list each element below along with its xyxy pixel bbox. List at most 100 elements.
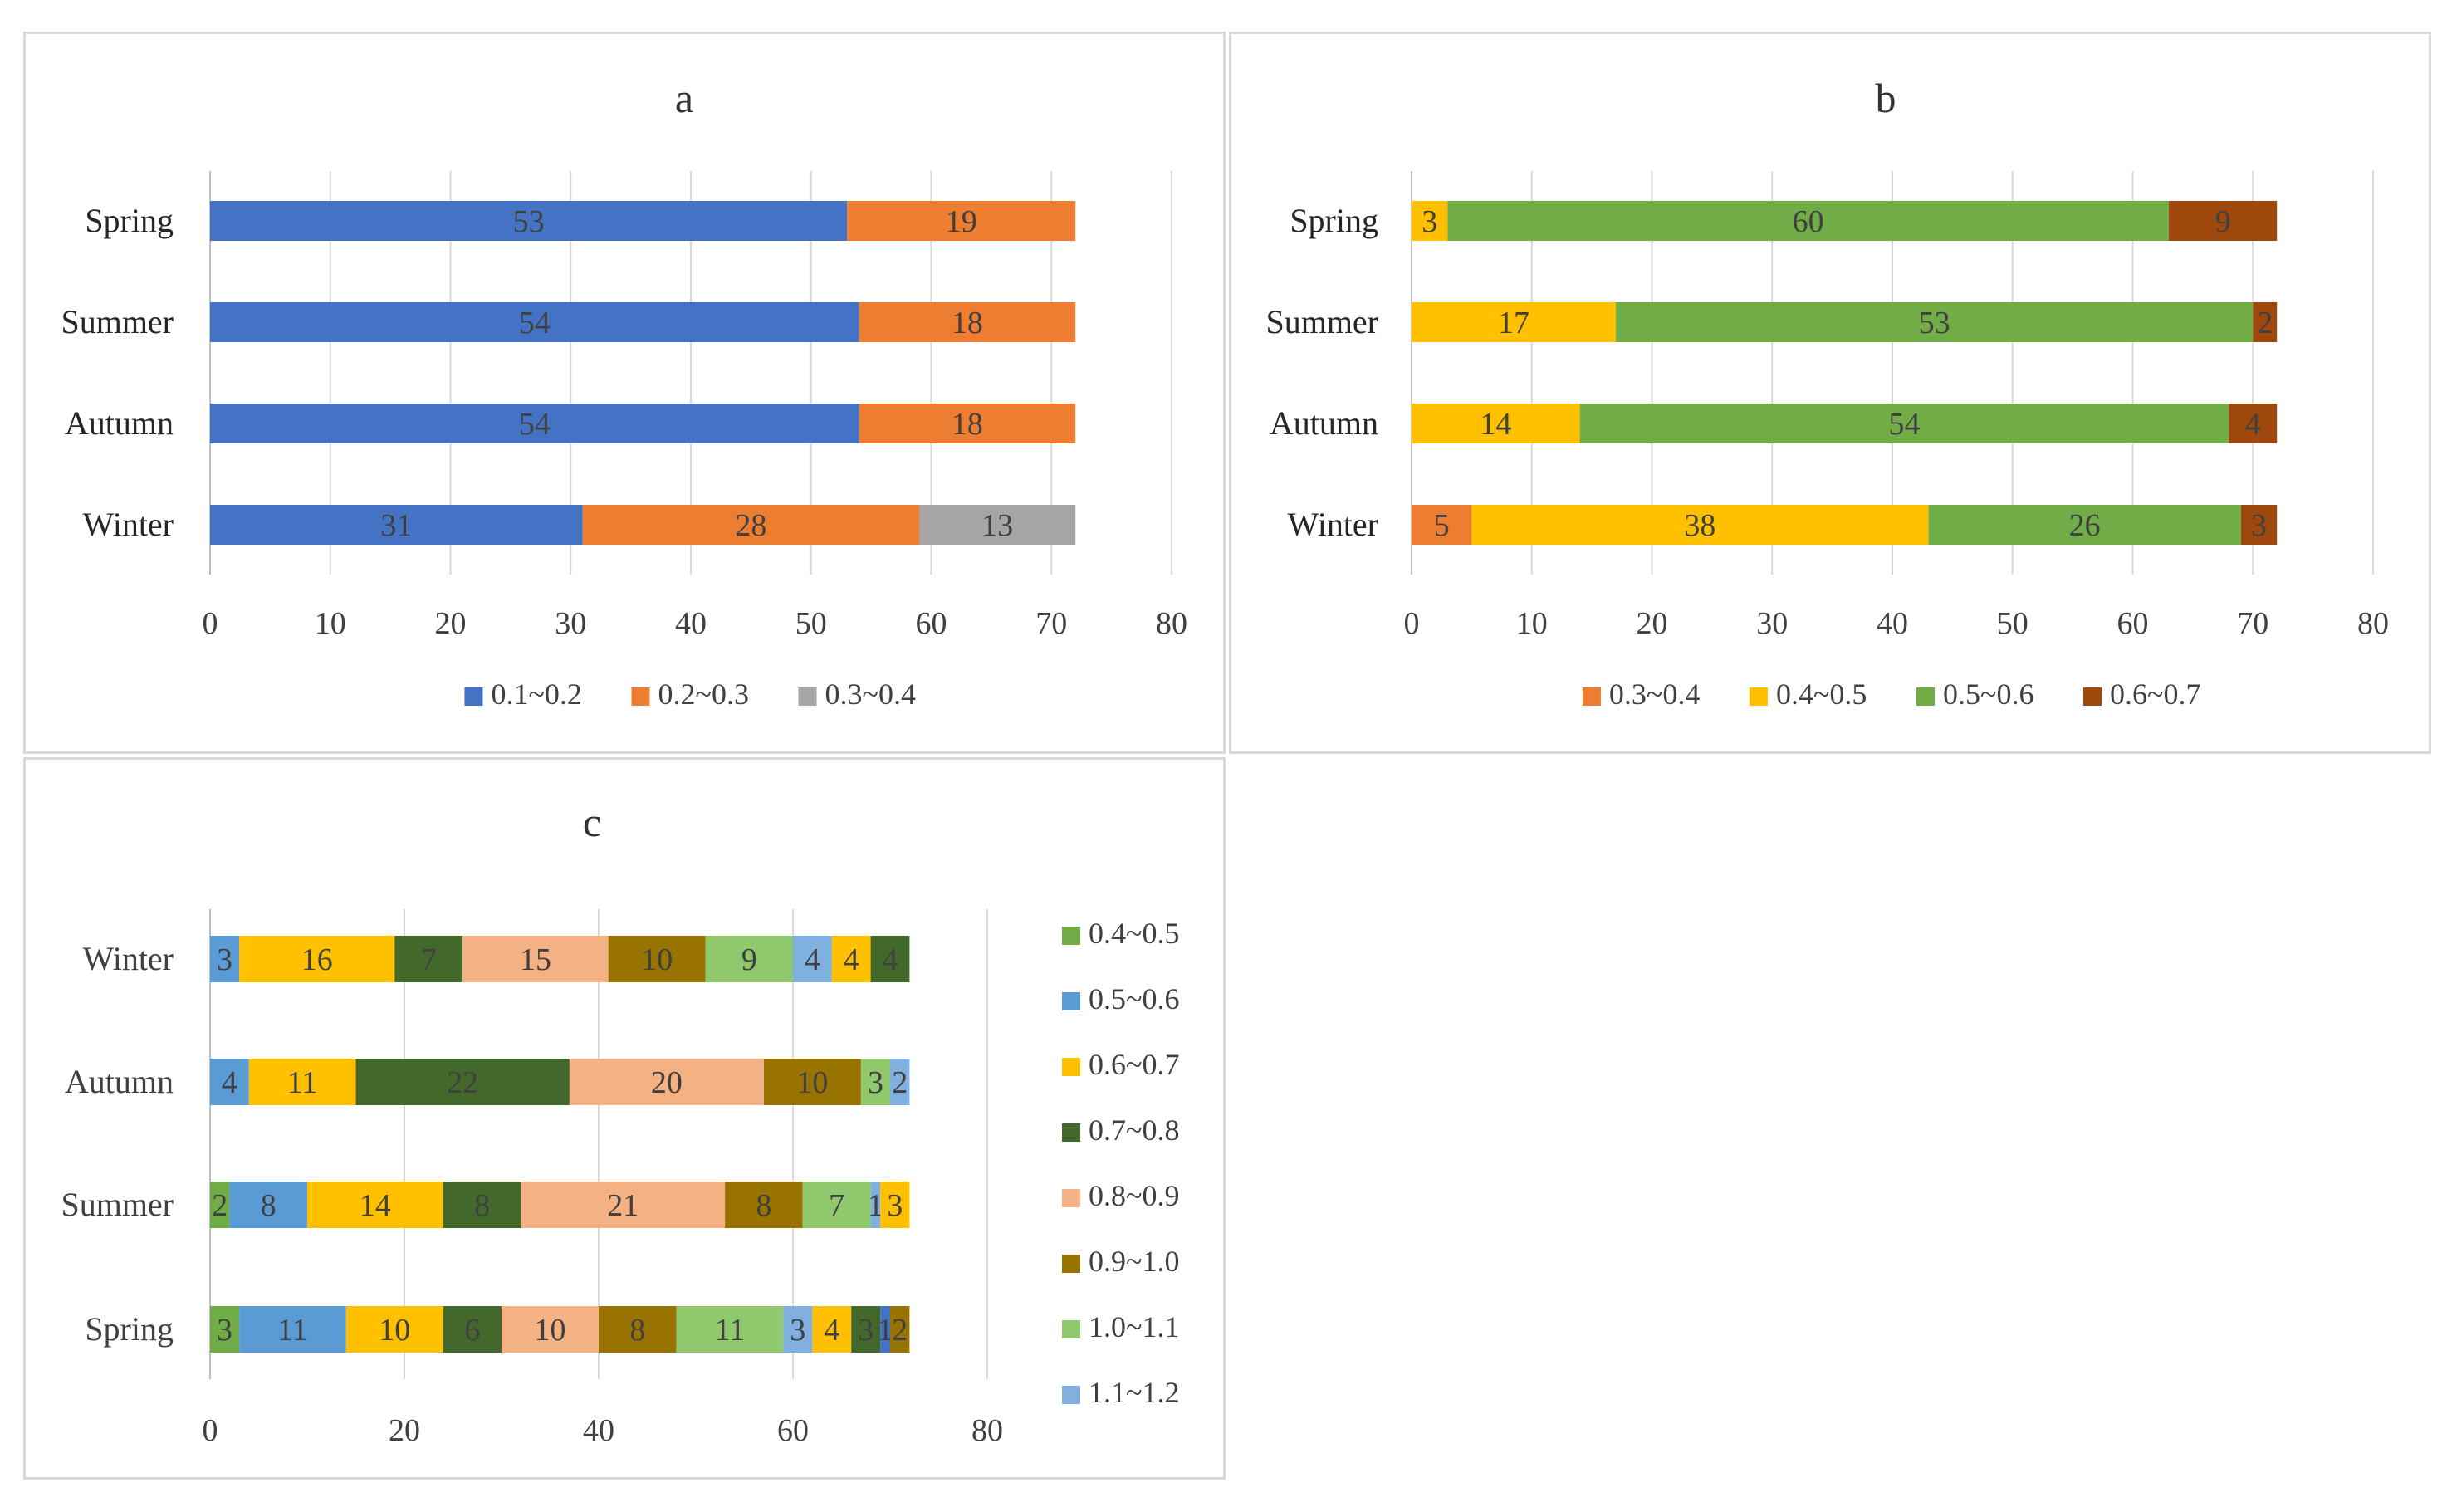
data-label-spring-11: 2 <box>892 1313 908 1348</box>
data-label-winter-0-6-0-7: 3 <box>2251 508 2267 543</box>
data-label-summer-8: 3 <box>887 1188 903 1223</box>
legend-swatch-0-1-0-2 <box>464 687 483 706</box>
data-label-winter-0-3-0-4: 5 <box>1434 508 1450 543</box>
bar-segment-autumn-6 <box>890 1059 910 1105</box>
bar-segment-autumn-3 <box>569 1059 764 1105</box>
data-label-winter-1: 16 <box>301 942 333 977</box>
x-tick-label-40: 40 <box>1877 606 1908 641</box>
data-label-summer-6: 7 <box>829 1188 844 1223</box>
legend-swatch-0-6-0-7 <box>1062 1058 1080 1076</box>
data-label-winter-0-4-0-5: 38 <box>1684 508 1715 543</box>
x-tick-label-70: 70 <box>1035 606 1067 641</box>
legend-swatch-0-3-0-4 <box>798 687 817 706</box>
x-tick-label-0: 0 <box>1404 606 1420 641</box>
data-label-spring-10: 1 <box>878 1313 893 1348</box>
x-tick-label-80: 80 <box>1156 606 1187 641</box>
chart-a-svg: a 0 10 20 30 40 50 60 70 80 Spring 53 19 Summer 54 18 Au… <box>61 75 1187 711</box>
bar-segment-autumn-0-1-0-2 <box>210 404 859 443</box>
bar-segment-spring-1 <box>239 1306 346 1353</box>
category-label-summer: Summer <box>61 1186 174 1223</box>
data-label-winter-0-5-0-6: 26 <box>2069 508 2101 543</box>
data-label-winter-7: 4 <box>844 942 859 977</box>
bar-segment-spring-7 <box>783 1306 813 1353</box>
bar-segment-winter-6 <box>793 936 832 982</box>
legend-label-0-9-1-0: 0.9~1.0 <box>1089 1245 1179 1278</box>
bar-segment-spring-6 <box>676 1306 784 1353</box>
bar-segment-autumn-0-5-0-6 <box>1579 404 2229 443</box>
bar-segment-winter-5 <box>705 936 793 982</box>
bar-segment-summer-0-2-0-3 <box>859 302 1076 342</box>
bar-segment-winter-3 <box>462 936 609 982</box>
bar-segment-autumn-2 <box>355 1059 570 1105</box>
bar-segment-summer-6 <box>802 1182 871 1228</box>
data-label-autumn-1: 11 <box>287 1065 318 1100</box>
legend-label-0-5-0-6: 0.5~0.6 <box>1943 678 2033 711</box>
data-label-winter-3: 15 <box>520 942 551 977</box>
legend-label-0-6-0-7: 0.6~0.7 <box>2110 678 2200 711</box>
data-label-autumn-4: 10 <box>796 1065 828 1100</box>
data-label-summer-0-4-0-5: 17 <box>1498 306 1529 340</box>
bar-segment-summer-0 <box>210 1182 230 1228</box>
data-label-autumn-2: 22 <box>447 1065 478 1100</box>
data-label-autumn-0: 4 <box>222 1065 237 1100</box>
bar-segment-spring-0-5-0-6 <box>1447 201 2169 241</box>
bar-segment-spring-8 <box>812 1306 852 1353</box>
data-label-autumn-0-5-0-6: 54 <box>1888 407 1920 442</box>
chart-title: c <box>583 799 601 845</box>
bar-segment-spring-9 <box>851 1306 881 1353</box>
category-label-winter: Winter <box>1288 506 1378 543</box>
chart-panel-a: a 0 10 20 30 40 50 60 70 80 Spring 53 19 Summer 54 18 Au… <box>23 32 1226 754</box>
bar-segment-winter-4 <box>608 936 706 982</box>
bar-segment-spring-0-6-0-7 <box>2168 201 2278 241</box>
data-label-spring-0-2-0-3: 19 <box>946 204 977 239</box>
bar-segment-winter-0-3-0-4 <box>919 505 1076 545</box>
x-tick-label-30: 30 <box>555 606 586 641</box>
x-tick-label-10: 10 <box>1516 606 1548 641</box>
bar-segment-summer-0-4-0-5 <box>1412 302 1617 342</box>
data-label-autumn-5: 3 <box>868 1065 883 1100</box>
x-tick-label-70: 70 <box>2237 606 2268 641</box>
data-label-winter-2: 7 <box>421 942 437 977</box>
category-label-spring: Spring <box>85 1310 174 1348</box>
category-label-summer: Summer <box>61 303 174 340</box>
x-tick-label-30: 30 <box>1756 606 1788 641</box>
bar-segment-spring-0-2-0-3 <box>847 201 1076 241</box>
bar-segment-winter-0-5-0-6 <box>1928 505 2241 545</box>
data-label-spring-0-5-0-6: 60 <box>1793 204 1824 239</box>
bar-segment-summer-2 <box>307 1182 443 1228</box>
data-label-autumn-0-1-0-2: 54 <box>519 407 551 442</box>
data-label-summer-3: 8 <box>474 1188 490 1223</box>
bar-segment-summer-0-1-0-2 <box>210 302 859 342</box>
bar-segment-spring-10 <box>880 1306 890 1353</box>
bar-segment-winter-0 <box>210 936 240 982</box>
bar-segment-winter-1 <box>239 936 395 982</box>
x-tick-label-50: 50 <box>795 606 827 641</box>
legend-swatch-0-8-0-9 <box>1062 1189 1080 1207</box>
bar-segment-winter-0-6-0-7 <box>2240 505 2278 545</box>
data-label-spring-1: 11 <box>277 1313 308 1348</box>
bar-segment-summer-7 <box>870 1182 881 1228</box>
data-label-spring-5: 8 <box>629 1313 645 1348</box>
legend-swatch-0-3-0-4 <box>1582 687 1601 706</box>
bar-segment-autumn-0 <box>210 1059 249 1105</box>
data-label-autumn-0-6-0-7: 4 <box>2245 407 2261 442</box>
legend-label-0-4-0-5: 0.4~0.5 <box>1089 917 1179 950</box>
x-tick-label-50: 50 <box>1997 606 2029 641</box>
category-label-winter: Winter <box>83 940 174 977</box>
category-label-autumn: Autumn <box>1270 404 1378 442</box>
x-tick-label-20: 20 <box>1637 606 1668 641</box>
legend-label-0-6-0-7: 0.6~0.7 <box>1089 1048 1179 1081</box>
data-label-spring-7: 3 <box>790 1313 805 1348</box>
data-label-summer-7: 1 <box>868 1188 883 1223</box>
bar-segment-summer-5 <box>725 1182 803 1228</box>
data-label-spring-9: 3 <box>858 1313 874 1348</box>
bar-segment-summer-0-5-0-6 <box>1616 302 2254 342</box>
data-label-winter-8: 4 <box>883 942 898 977</box>
data-label-summer-5: 8 <box>756 1188 771 1223</box>
bar-segment-autumn-4 <box>763 1059 861 1105</box>
bar-segment-autumn-5 <box>860 1059 890 1105</box>
x-tick-label-60: 60 <box>916 606 947 641</box>
data-label-autumn-3: 20 <box>651 1065 683 1100</box>
bar-segment-summer-4 <box>521 1182 726 1228</box>
